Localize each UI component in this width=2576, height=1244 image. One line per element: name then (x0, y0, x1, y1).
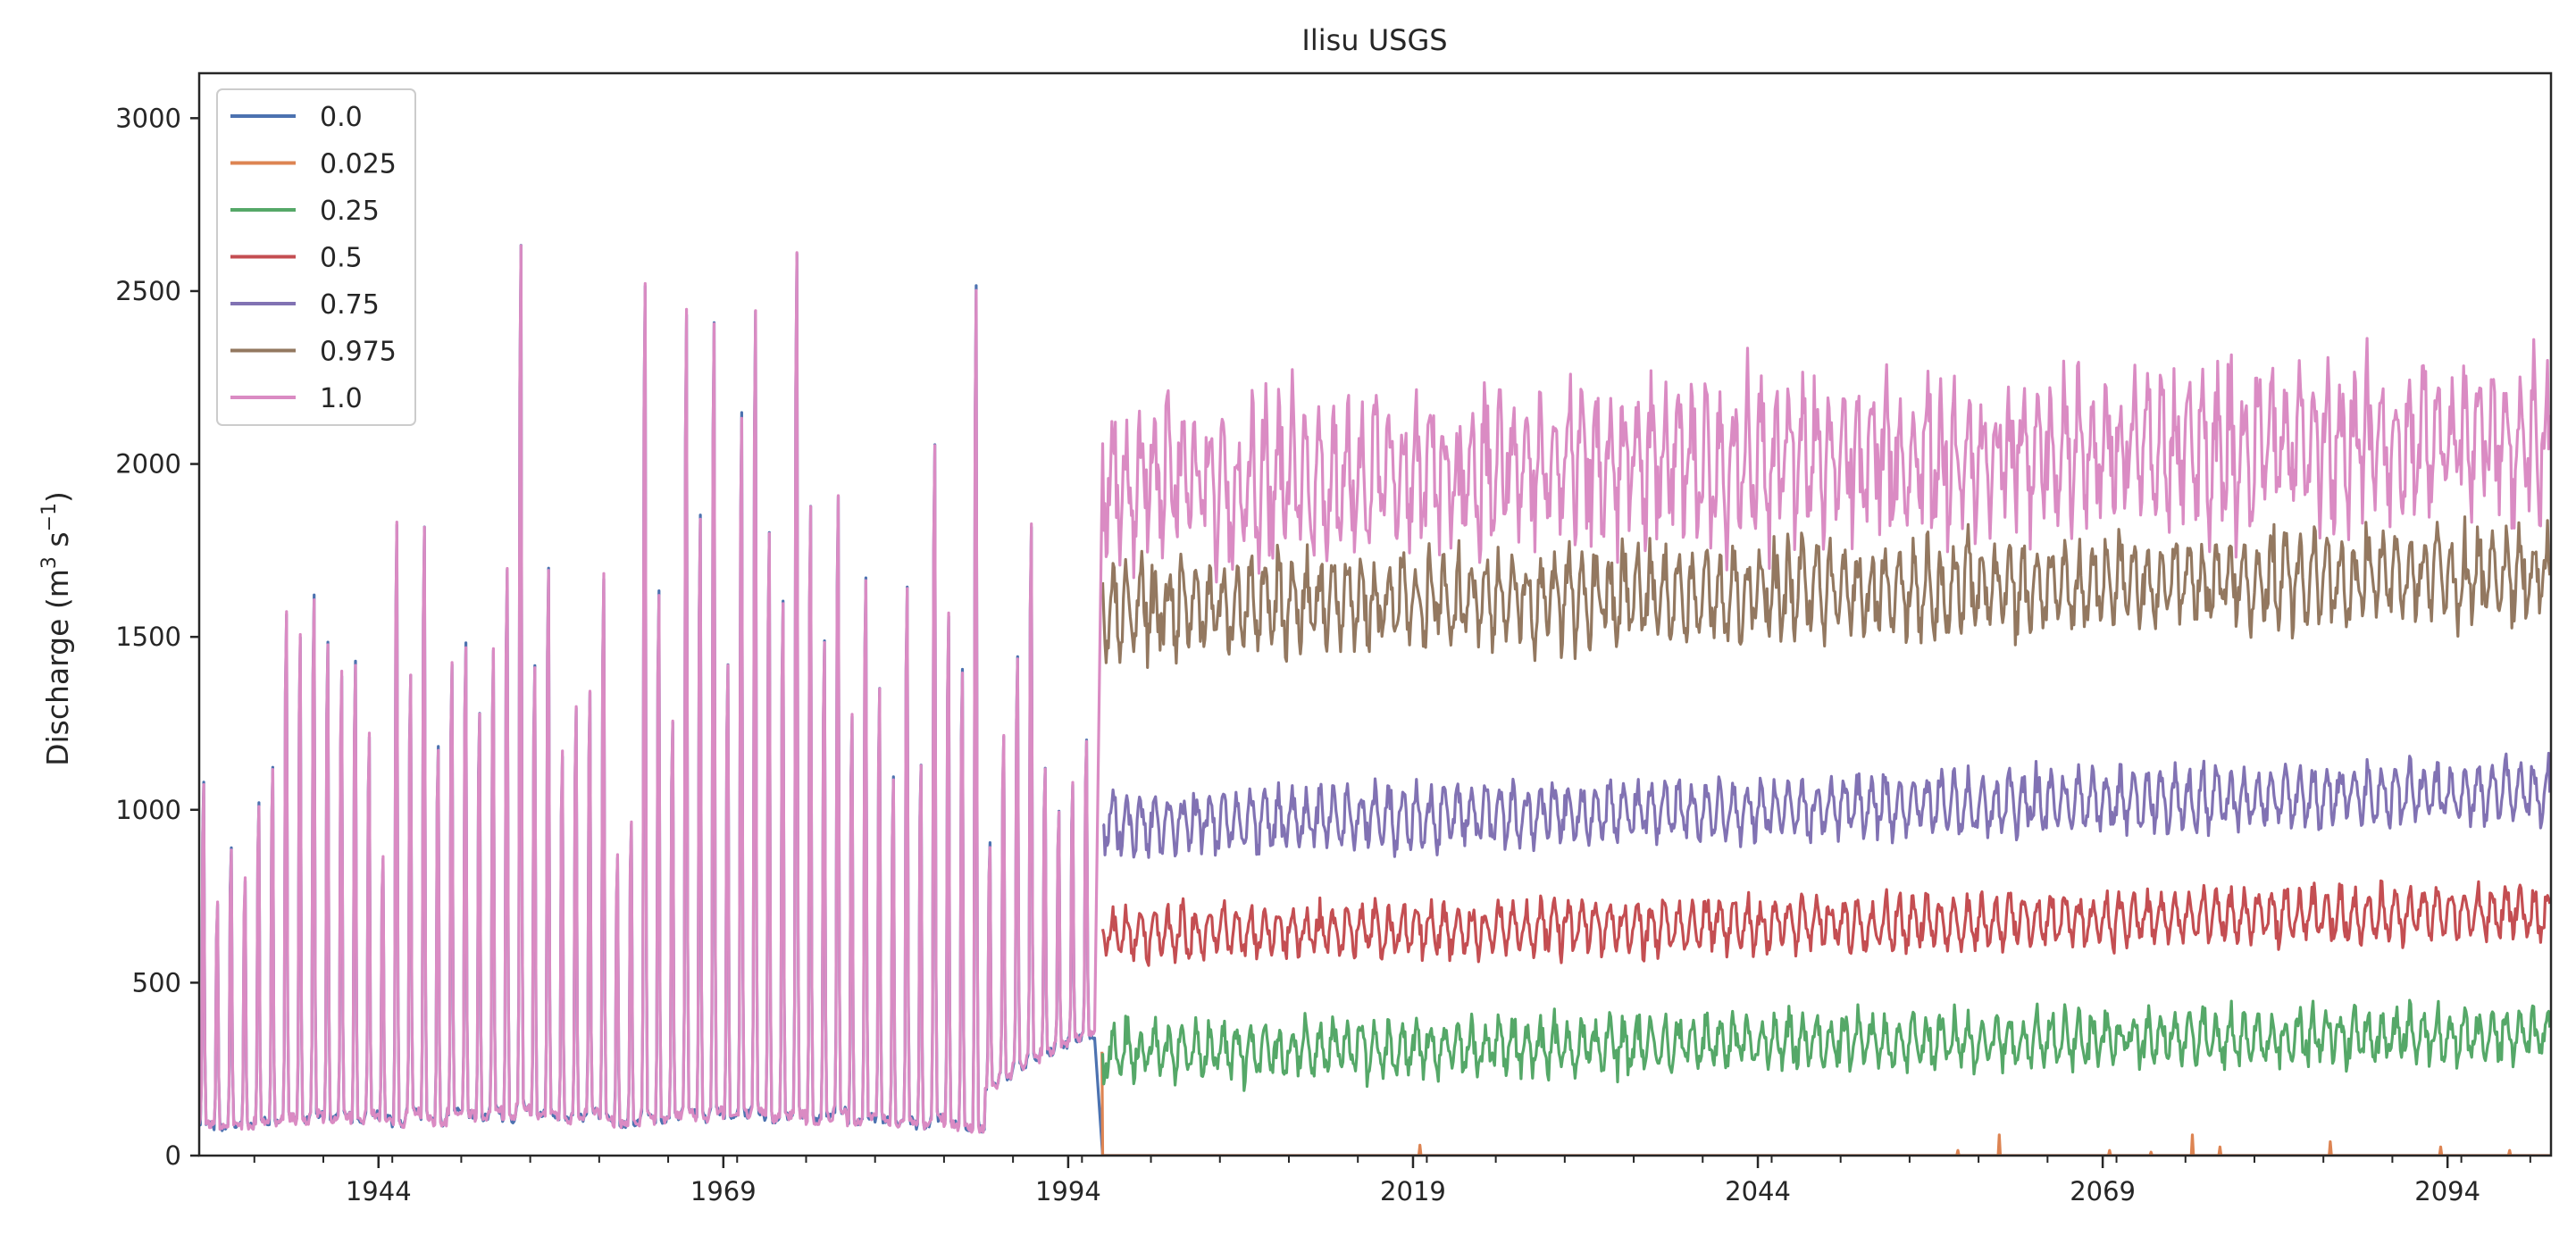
series-line-0-25 (1100, 998, 2551, 1092)
y-axis-label-end: ) (40, 491, 75, 503)
series-layer (199, 244, 2551, 1156)
x-tick-label: 2094 (2414, 1176, 2480, 1206)
y-axis-label-main: Discharge (m (40, 569, 75, 766)
legend-entry-label: 0.0 (320, 102, 363, 133)
x-tick-label: 1969 (690, 1176, 757, 1206)
y-tick-label: 1000 (115, 795, 181, 825)
plot-frame (197, 71, 2553, 1157)
x-tick-label: 1944 (346, 1176, 412, 1206)
legend-entry-label: 1.0 (320, 383, 363, 414)
y-axis-label-sup1: 3 (38, 556, 61, 569)
y-tick-label: 1500 (115, 622, 181, 652)
series-line-1-0 (199, 244, 2551, 1134)
x-tick-label: 1994 (1035, 1176, 1101, 1206)
axes-layer: 0 500 1000 1500 2000 2500 3000 1944 1969 1994 2019… (115, 71, 2553, 1206)
chart-title: Ilisu USGS (1301, 23, 1447, 57)
series-line-0-5 (1100, 879, 2551, 967)
series-line-0-75 (1101, 751, 2551, 859)
y-tick-label: 0 (165, 1140, 181, 1171)
legend-entry-label: 0.25 (320, 196, 380, 227)
legend-box (216, 88, 416, 426)
y-axis-label: Discharge (m3 s−1) (38, 491, 75, 766)
legend-entry-label: 0.975 (320, 337, 397, 368)
y-tick-label: 2000 (115, 449, 181, 480)
legend-entry-label: 0.025 (320, 149, 397, 180)
legend-entry-label: 0.5 (320, 243, 363, 274)
series-line-0-025 (1100, 1051, 2551, 1156)
y-axis-label-mid: s (40, 531, 75, 556)
x-tick-label: 2044 (1725, 1176, 1791, 1206)
svg-text:Discharge (m3 s−1): Discharge (m3 s−1) (38, 491, 75, 766)
y-axis-label-sup2: −1 (38, 503, 61, 531)
x-tick-label: 2069 (2070, 1176, 2136, 1206)
x-tick-label: 2019 (1380, 1176, 1446, 1206)
y-tick-label: 2500 (115, 276, 181, 306)
y-tick-label: 500 (132, 967, 181, 998)
y-tick-label: 3000 (115, 103, 181, 133)
legend: 0.0 0.025 0.25 0.5 0.75 0.975 1.0 (216, 88, 416, 426)
series-line-0-975 (1100, 515, 2551, 669)
legend-entry-label: 0.75 (320, 289, 380, 321)
